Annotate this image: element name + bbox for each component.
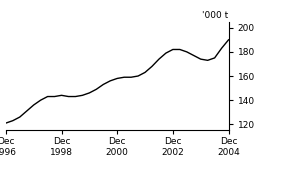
Text: '000 t: '000 t xyxy=(202,10,229,20)
